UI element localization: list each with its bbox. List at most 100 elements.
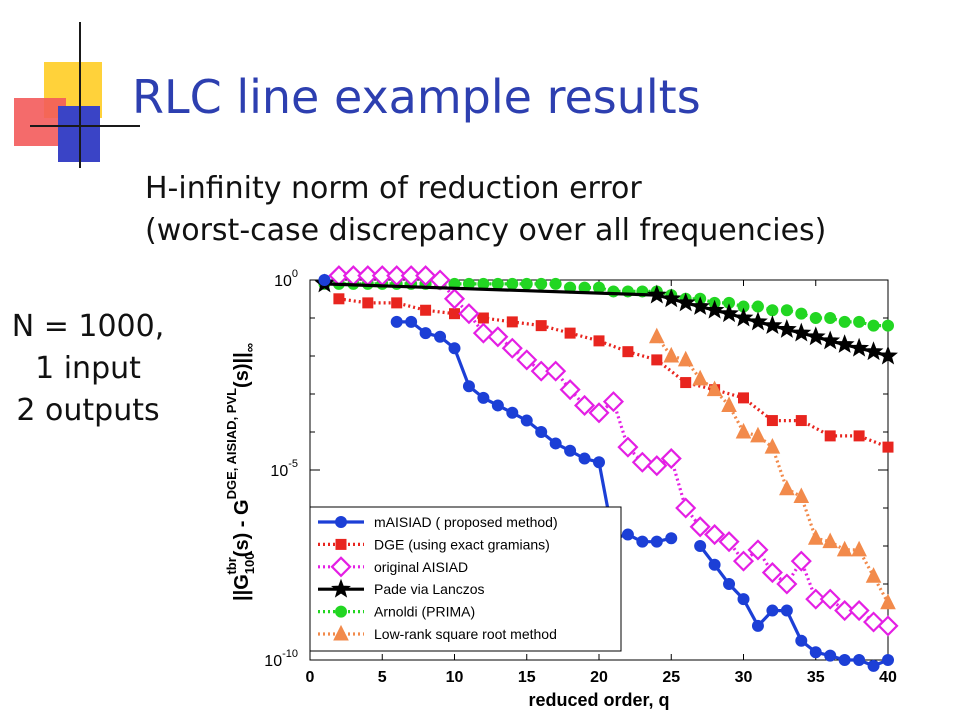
data-point xyxy=(390,315,403,328)
data-point xyxy=(680,377,692,389)
data-point xyxy=(735,422,752,439)
y-axis-label-base: ||G xyxy=(231,574,253,601)
subtitle-line-1: H-infinity norm of reduction error xyxy=(145,171,642,206)
data-point xyxy=(865,567,882,583)
data-point xyxy=(516,349,538,371)
data-point xyxy=(791,322,812,342)
data-point xyxy=(549,277,562,290)
legend-box xyxy=(309,506,622,652)
data-point xyxy=(692,369,708,386)
data-point xyxy=(766,304,779,317)
data-point xyxy=(882,441,894,453)
data-point xyxy=(838,315,851,328)
data-point xyxy=(434,330,447,343)
data-point xyxy=(443,288,466,310)
data-point xyxy=(520,277,533,290)
data-point xyxy=(718,531,740,553)
legend-swatch-marker xyxy=(331,578,351,598)
data-point xyxy=(491,277,504,290)
data-point xyxy=(805,326,826,346)
data-point xyxy=(761,562,783,584)
data-point xyxy=(318,274,331,286)
data-point xyxy=(391,297,403,309)
y-tick-label: 100 xyxy=(274,268,298,290)
data-point xyxy=(675,292,696,312)
data-point xyxy=(648,327,665,344)
data-point xyxy=(766,604,779,617)
model-info-note: N = 1000, 1 input 2 outputs xyxy=(0,306,176,432)
data-point xyxy=(535,426,548,438)
legend-label: mAISIAD ( proposed method) xyxy=(374,514,558,530)
data-point xyxy=(704,524,726,546)
data-point xyxy=(501,337,523,359)
data-point xyxy=(405,315,418,328)
data-point xyxy=(780,304,793,317)
x-tick-labels: 0 5 10 15 20 25 30 35 40 xyxy=(306,669,897,686)
data-point xyxy=(853,315,866,328)
data-point xyxy=(650,535,663,548)
data-point xyxy=(820,330,841,350)
data-point xyxy=(689,516,711,538)
data-point xyxy=(795,634,808,647)
y-axis-label-sup1: tbr xyxy=(224,557,239,574)
y-axis-label-mid: (s) - G xyxy=(231,499,253,557)
y-axis-label-sub2: ∞ xyxy=(242,343,257,352)
error-norm-chart: 0 5 10 15 20 25 30 35 40 100 10-5 10-10 reduced or… xyxy=(224,265,899,710)
x-tick-label: 30 xyxy=(735,669,753,686)
data-point xyxy=(602,391,625,413)
data-point xyxy=(564,327,576,339)
x-tick-label: 20 xyxy=(590,669,608,686)
data-point xyxy=(819,588,841,610)
data-point xyxy=(737,593,750,606)
data-point xyxy=(838,654,851,666)
data-point xyxy=(400,265,422,287)
data-point xyxy=(520,414,533,427)
data-point xyxy=(706,380,723,397)
data-point xyxy=(751,619,764,632)
legend-swatch-marker xyxy=(335,516,347,528)
model-info-line-1: N = 1000, xyxy=(11,309,165,344)
data-point xyxy=(573,394,596,416)
data-point xyxy=(535,277,548,290)
data-point xyxy=(849,337,870,357)
data-point xyxy=(882,319,894,332)
data-point xyxy=(362,297,374,309)
data-point xyxy=(491,399,504,412)
data-point xyxy=(853,430,865,442)
data-point xyxy=(862,611,885,633)
data-point xyxy=(419,327,432,340)
data-point xyxy=(733,307,754,327)
data-point xyxy=(780,604,793,617)
data-point xyxy=(535,320,547,332)
data-point xyxy=(822,532,839,549)
data-point xyxy=(877,615,899,637)
data-point xyxy=(751,300,764,313)
data-point xyxy=(867,319,880,332)
data-point xyxy=(386,265,408,287)
data-point xyxy=(472,322,494,344)
data-point xyxy=(675,497,697,519)
data-point xyxy=(660,448,682,470)
data-point xyxy=(748,311,768,331)
data-point xyxy=(809,646,822,659)
data-point xyxy=(631,451,653,473)
legend-swatch-marker xyxy=(333,624,349,641)
data-point xyxy=(663,346,680,363)
y-axis-label: ||G100tbr(s) - GDGE, AISIAD, PVL(s)||∞ xyxy=(224,343,257,601)
data-point xyxy=(593,335,605,347)
data-point xyxy=(750,426,766,443)
x-tick-label: 0 xyxy=(306,669,315,686)
data-point xyxy=(836,540,853,557)
data-point xyxy=(636,535,649,548)
legend-swatch-marker xyxy=(330,556,352,578)
data-point xyxy=(851,540,867,557)
data-point xyxy=(593,456,605,469)
legend-label: original AISIAD xyxy=(374,559,468,575)
data-point xyxy=(462,380,475,393)
data-point xyxy=(863,341,884,361)
y-axis-label-sub1: 100 xyxy=(242,553,257,575)
series-0 xyxy=(318,274,894,672)
legend-label: Pade via Lanczos xyxy=(374,581,485,597)
data-point xyxy=(506,406,519,419)
data-point xyxy=(723,578,736,590)
